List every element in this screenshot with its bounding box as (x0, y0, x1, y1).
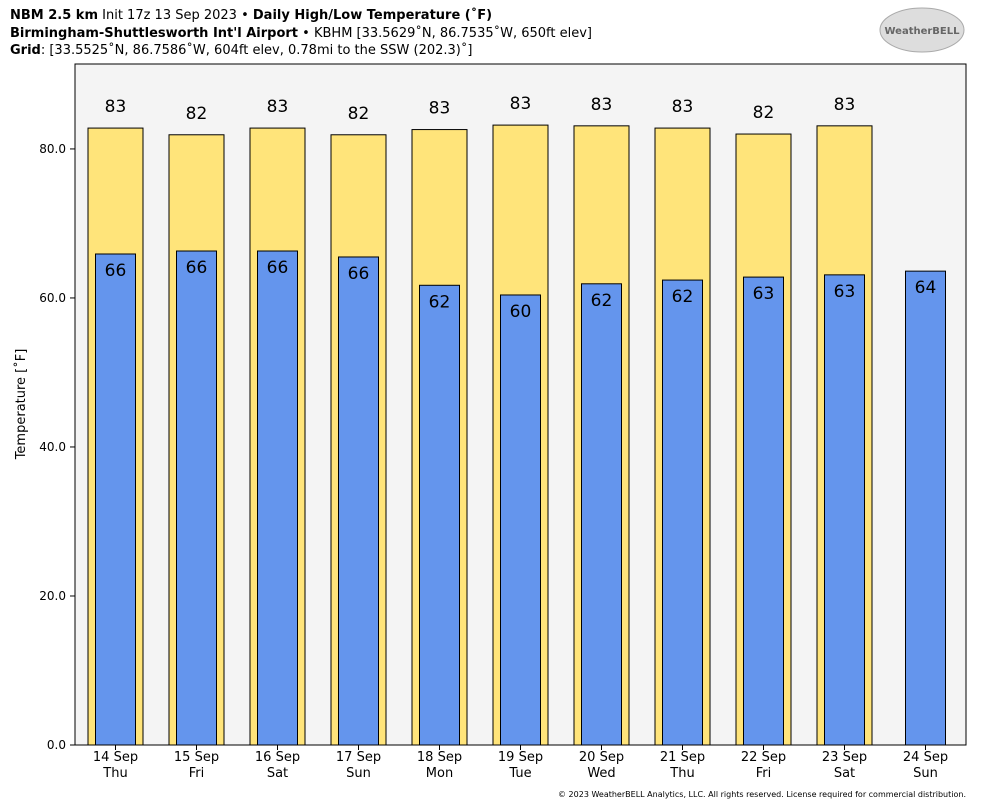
grid-info: : [33.5525˚N, 86.7586˚W, 604ft elev, 0.7… (41, 42, 473, 58)
value-label: 62 (591, 291, 613, 311)
value-label: 82 (753, 103, 775, 123)
x-tick-label: 24 Sep (903, 750, 948, 765)
logo: WeatherBELL (884, 26, 960, 37)
value-label: 83 (834, 95, 856, 115)
value-label: 66 (267, 258, 289, 278)
station: Birmingham-Shuttlesworth Int'l Airport (10, 26, 298, 41)
x-tick-sublabel: Sat (267, 766, 288, 781)
x-tick-sublabel: Thu (669, 766, 694, 781)
value-label: 62 (672, 287, 694, 307)
value-label: 64 (915, 278, 937, 298)
x-tick-label: 17 Sep (336, 750, 381, 765)
x-tick-label: 19 Sep (498, 750, 543, 765)
bar (743, 276, 784, 746)
product: Daily High/Low Temperature (˚F) (253, 7, 492, 23)
value-label: 60 (510, 302, 532, 322)
bar (338, 256, 379, 746)
value-label: 83 (591, 95, 613, 115)
x-tick-sublabel: Wed (587, 766, 615, 781)
model: NBM 2.5 km (10, 8, 98, 23)
bar (176, 250, 217, 746)
header-line2: Birmingham-Shuttlesworth Int'l Airport •… (10, 25, 592, 41)
x-tick-sublabel: Fri (189, 766, 205, 781)
footer: © 2023 WeatherBELL Analytics, LLC. All r… (558, 790, 966, 799)
x-tick-label: 20 Sep (579, 750, 624, 765)
y-tick-label: 40.0 (39, 440, 66, 454)
x-tick-label: 16 Sep (255, 750, 300, 765)
y-tick-label: 80.0 (39, 142, 66, 156)
x-tick-sublabel: Tue (508, 766, 531, 781)
bar (662, 279, 703, 746)
logo-mark (879, 7, 965, 53)
x-tick-sublabel: Sun (346, 766, 371, 781)
x-tick-label: 18 Sep (417, 750, 462, 765)
value-label: 83 (429, 99, 451, 119)
value-label: 66 (348, 264, 370, 284)
value-label: 66 (105, 261, 127, 281)
bar (824, 274, 865, 746)
bar (257, 250, 298, 746)
init: Init 17z 13 Sep 2023 • (102, 8, 249, 23)
value-label: 83 (105, 97, 127, 117)
value-label: 83 (672, 97, 694, 117)
y-tick-label: 60.0 (39, 291, 66, 305)
value-label: 83 (267, 97, 289, 117)
x-tick-sublabel: Fri (756, 766, 772, 781)
value-label: 62 (429, 292, 451, 312)
header-line3: Grid: [33.5525˚N, 86.7586˚W, 604ft elev,… (10, 42, 472, 58)
x-tick-label: 21 Sep (660, 750, 705, 765)
bar (500, 294, 541, 746)
x-tick-sublabel: Sun (913, 766, 938, 781)
bar (419, 284, 460, 746)
grid-label: Grid (10, 43, 41, 58)
x-tick-sublabel: Thu (102, 766, 127, 781)
bar (905, 270, 946, 746)
bar (95, 253, 136, 746)
value-label: 63 (753, 284, 775, 304)
header-line1: NBM 2.5 km Init 17z 13 Sep 2023 • Daily … (10, 7, 492, 23)
x-tick-sublabel: Sat (834, 766, 855, 781)
value-label: 63 (834, 282, 856, 302)
value-label: 82 (186, 104, 208, 124)
y-axis-label: Temperature [˚F] (13, 349, 29, 461)
x-tick-label: 22 Sep (741, 750, 786, 765)
value-label: 83 (510, 94, 532, 114)
x-tick-label: 23 Sep (822, 750, 867, 765)
value-label: 66 (186, 258, 208, 278)
station-info: • KBHM [33.5629˚N, 86.7535˚W, 650ft elev… (302, 25, 592, 41)
x-tick-label: 14 Sep (93, 750, 138, 765)
x-tick-sublabel: Mon (426, 766, 453, 781)
y-tick-label: 0.0 (47, 738, 66, 752)
x-tick-label: 15 Sep (174, 750, 219, 765)
value-label: 82 (348, 104, 370, 124)
y-tick-label: 20.0 (39, 589, 66, 603)
bar (581, 283, 622, 746)
